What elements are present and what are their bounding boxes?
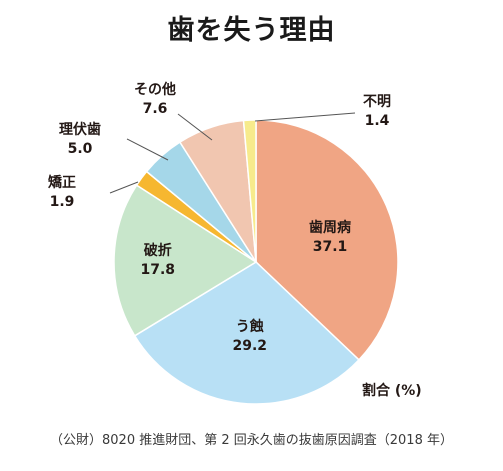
slice-name: う蝕	[235, 319, 264, 335]
slice-value: 17.8	[140, 262, 176, 278]
slice-value: 5.0	[67, 141, 93, 157]
slice-value: 37.1	[312, 239, 348, 255]
slice-label-3: 矯正 1.9	[48, 174, 76, 212]
unit-label: 割合 (%)	[362, 383, 422, 399]
slice-label-6: 不明 1.4	[363, 93, 391, 131]
source-note: （公財）8020 推進財団、第 2 回永久歯の抜歯原因調査（2018 年）	[50, 433, 453, 448]
pie-slice-1	[133, 261, 360, 405]
slice-label-0: 歯周病 37.1	[309, 219, 351, 257]
pie-slice-6	[242, 119, 257, 263]
pie-slice-2	[113, 184, 258, 337]
slice-value: 7.6	[142, 101, 168, 117]
leader-line-5	[177, 113, 213, 141]
slice-value: 1.9	[49, 194, 75, 210]
leader-line-3	[109, 181, 139, 194]
slice-value: 1.4	[364, 113, 390, 129]
leader-line-6	[254, 112, 356, 122]
leader-line-4	[126, 138, 169, 161]
slice-label-2: 破折 17.8	[141, 242, 176, 280]
slice-name: 不明	[363, 94, 391, 110]
chart-title: 歯を失う理由	[167, 15, 336, 46]
slice-label-5: その他 7.6	[134, 81, 176, 119]
slice-name: 理伏歯	[59, 122, 101, 138]
slice-name: 破折	[143, 243, 172, 259]
slice-name: その他	[134, 82, 176, 98]
slice-name: 矯正	[48, 175, 76, 191]
pie-slice-0	[255, 119, 399, 361]
slice-label-1: う蝕 29.2	[233, 318, 268, 356]
slice-value: 29.2	[232, 338, 268, 354]
slice-label-4: 理伏歯 5.0	[59, 121, 101, 159]
slice-name: 歯周病	[309, 220, 351, 236]
